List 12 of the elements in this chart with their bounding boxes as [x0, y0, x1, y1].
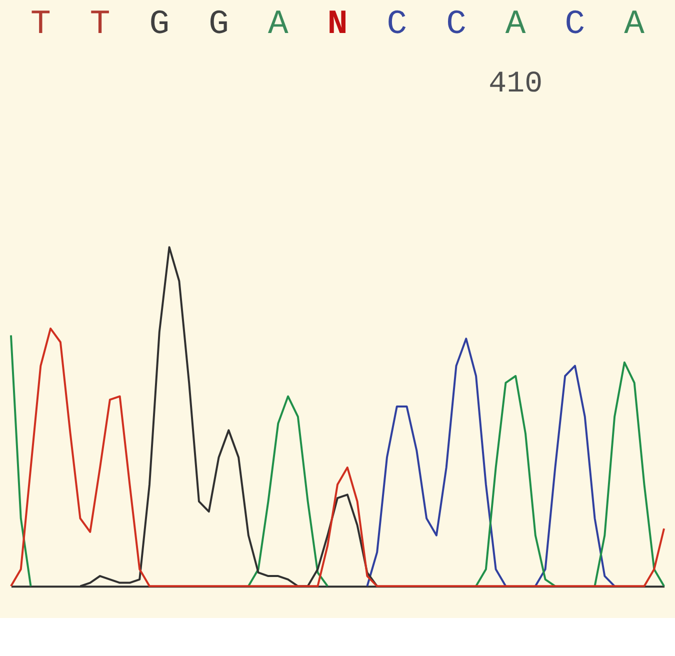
text: A: [624, 6, 646, 44]
text: A: [505, 6, 526, 44]
text: A: [268, 6, 289, 44]
text: G: [149, 6, 170, 44]
text: C: [386, 6, 408, 44]
text: N: [327, 6, 348, 44]
text: 410: [488, 66, 543, 101]
text: T: [30, 6, 51, 44]
text: T: [90, 6, 110, 44]
text: C: [446, 6, 466, 44]
text: C: [564, 6, 586, 44]
text: G: [208, 6, 229, 44]
